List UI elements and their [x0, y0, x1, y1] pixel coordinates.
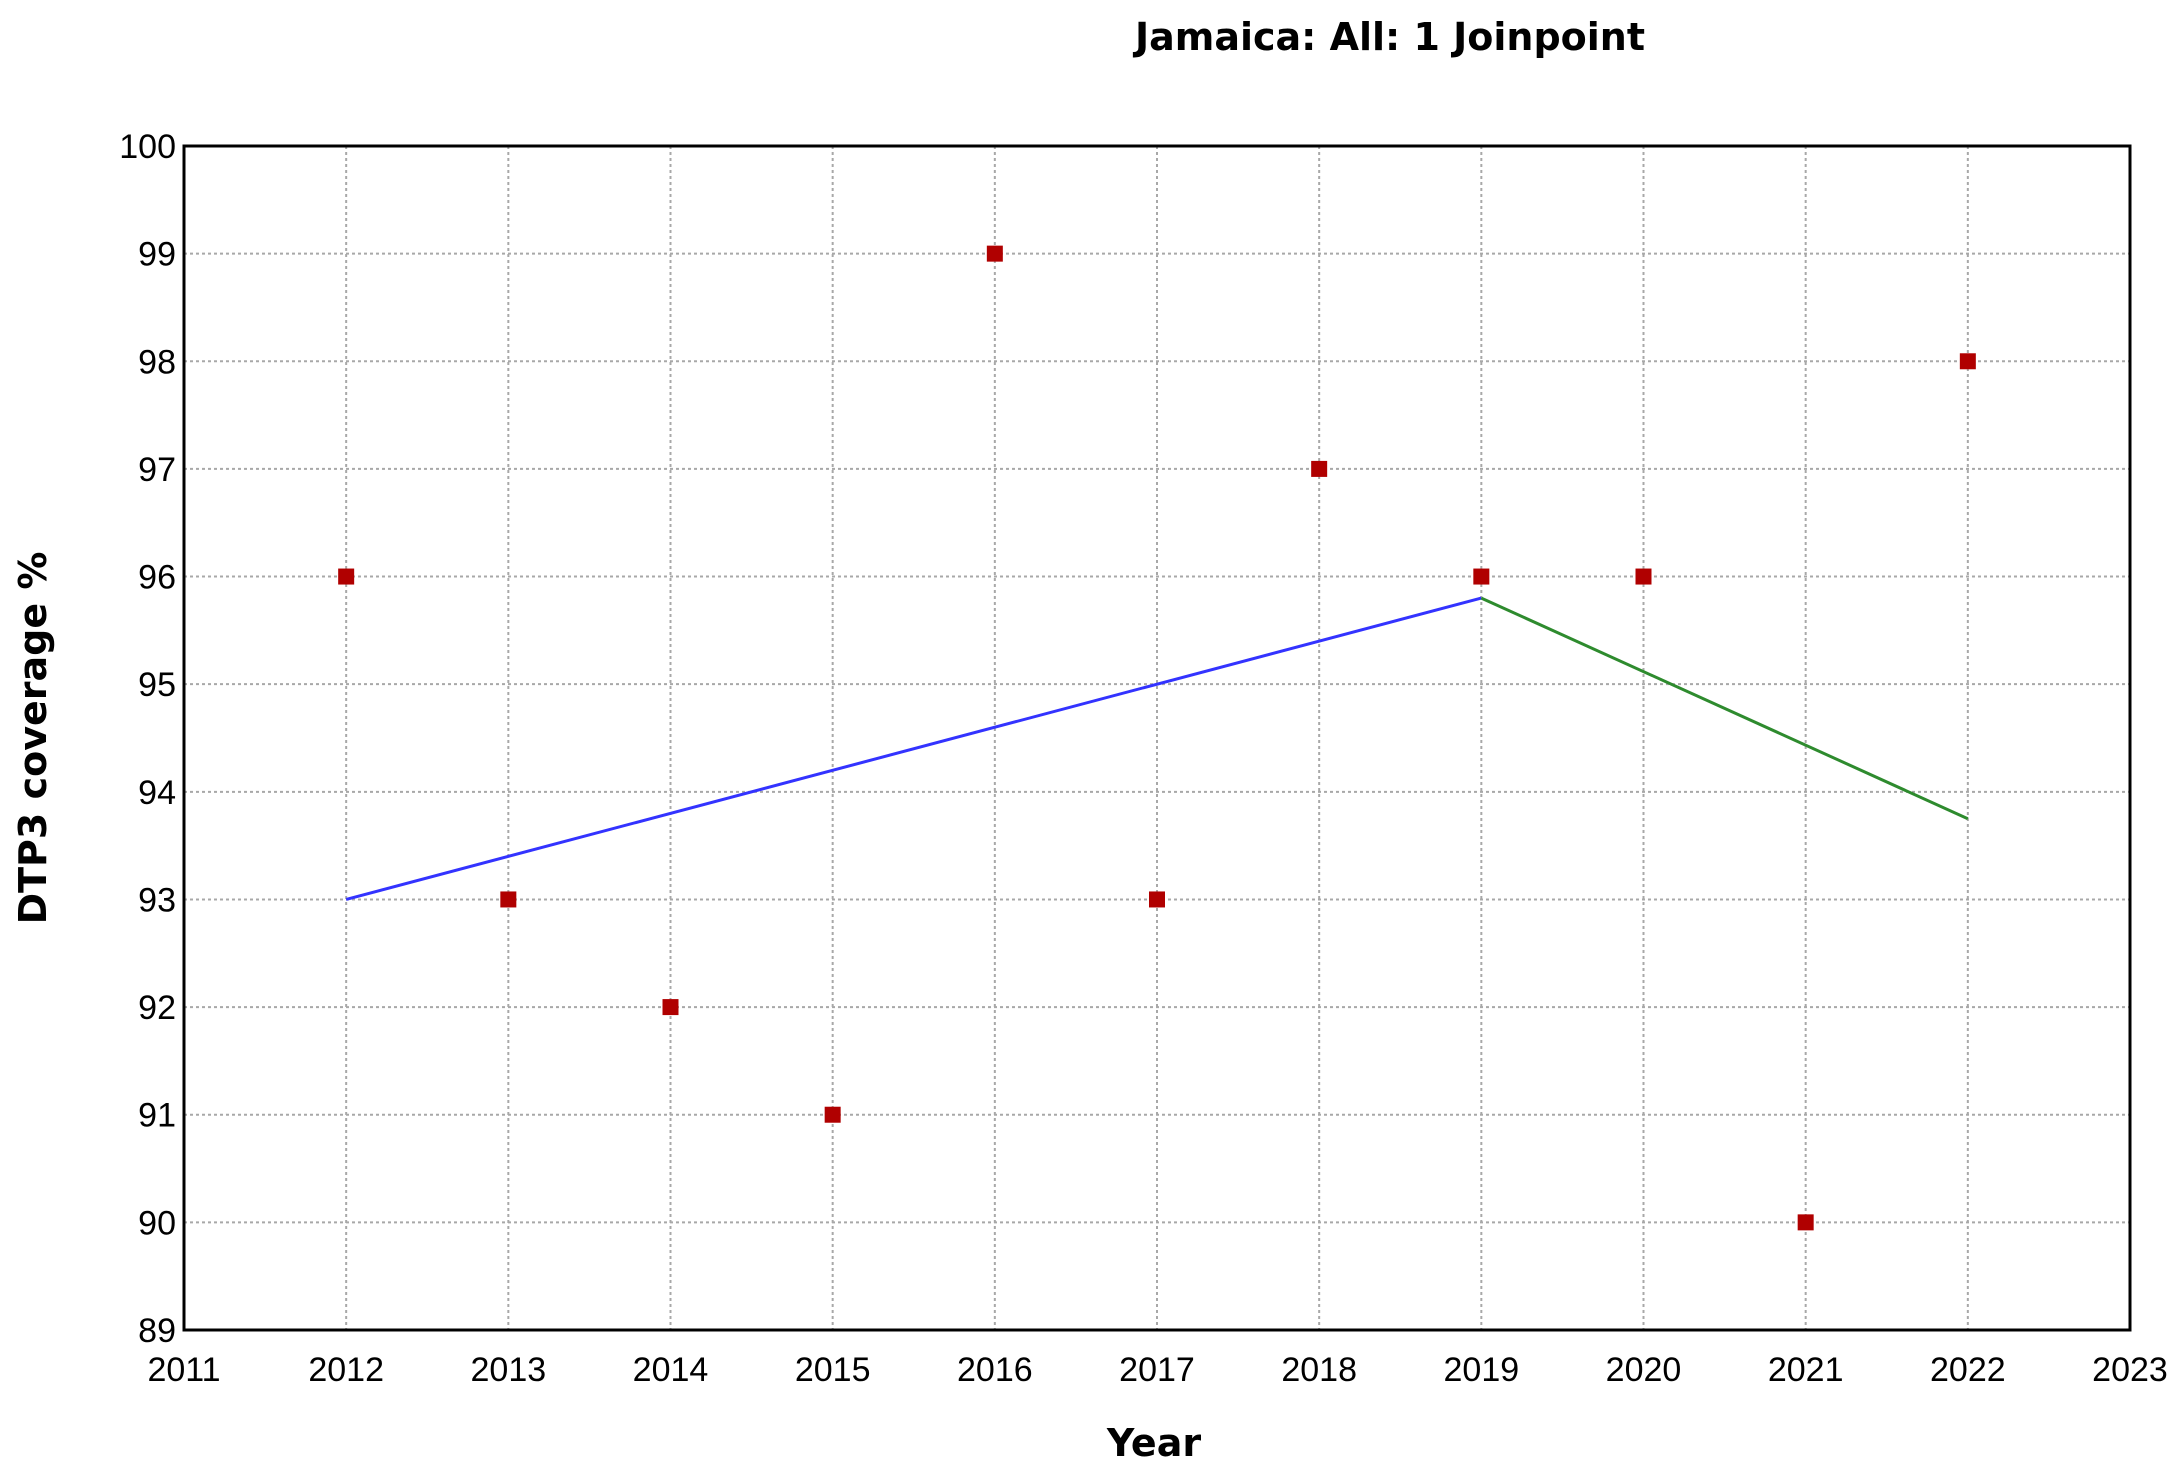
x-tick-label: 2016	[957, 1351, 1033, 1389]
x-tick-label: 2020	[1606, 1351, 1682, 1389]
grid-lines	[184, 146, 2130, 1330]
y-tick-label: 89	[138, 1312, 176, 1350]
joinpoint-segment-1	[345, 596, 1482, 901]
y-tick-label: 95	[138, 666, 176, 704]
x-tick-label: 2018	[1281, 1351, 1357, 1389]
y-tick-label: 99	[138, 236, 176, 274]
x-tick-label: 2011	[147, 1351, 220, 1389]
data-point-2018	[1311, 460, 1328, 477]
x-tick-label: 2014	[633, 1351, 709, 1389]
x-tick-label: 2019	[1444, 1351, 1520, 1389]
y-tick-label: 92	[138, 989, 176, 1027]
y-tick-label: 90	[138, 1204, 176, 1242]
y-tick-label: 97	[138, 451, 176, 489]
x-tick-label: 2013	[471, 1351, 547, 1389]
plot-frame	[182, 144, 2132, 1332]
joinpoint-segments	[345, 596, 1969, 901]
chart-title: Jamaica: All: 1 Joinpoint	[1132, 15, 1645, 59]
data-point-2021	[1797, 1214, 1814, 1231]
data-point-2016	[986, 245, 1003, 262]
x-tick-label: 2015	[795, 1351, 871, 1389]
x-axis-label: Year	[1106, 1421, 1201, 1465]
data-point-2019	[1473, 568, 1490, 585]
x-tick-label: 2021	[1768, 1351, 1844, 1389]
y-tick-label: 94	[138, 774, 176, 812]
observed-points	[338, 245, 1976, 1231]
y-tick-labels: 89 90 91 92 93 94 95 96 97 98 99 100	[119, 128, 176, 1350]
y-tick-label: 93	[138, 881, 176, 919]
x-tick-label: 2023	[2092, 1351, 2168, 1389]
x-tick-label: 2022	[1930, 1351, 2006, 1389]
y-tick-label: 91	[138, 1097, 176, 1135]
data-point-2012	[338, 568, 355, 585]
data-point-2020	[1635, 568, 1652, 585]
x-tick-labels: 2011 2012 2013 2014 2015 2016 2017 2018 2019 2020…	[147, 1351, 2167, 1389]
x-tick-label: 2017	[1119, 1351, 1195, 1389]
data-point-2022	[1959, 353, 1976, 370]
x-tick-label: 2012	[308, 1351, 384, 1389]
y-tick-label: 100	[119, 128, 176, 166]
data-point-2015	[824, 1106, 841, 1123]
y-tick-label: 96	[138, 559, 176, 597]
data-point-2013	[500, 891, 517, 908]
y-tick-label: 98	[138, 343, 176, 381]
data-point-2017	[1149, 891, 1165, 908]
joinpoint-segment-2	[1480, 596, 1969, 821]
data-point-2014	[662, 999, 679, 1016]
y-axis-label: DTP3 coverage %	[11, 552, 55, 925]
